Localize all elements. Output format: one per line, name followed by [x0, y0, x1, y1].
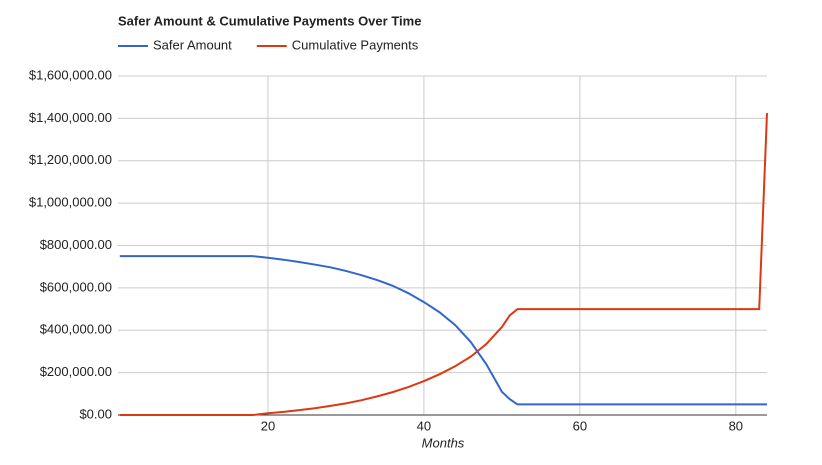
- legend-label: Safer Amount: [153, 37, 232, 52]
- legend-label: Cumulative Payments: [292, 37, 419, 52]
- x-axis-label: Months: [422, 435, 465, 450]
- y-tick-label: $0.00: [79, 406, 112, 421]
- y-tick-label: $200,000.00: [40, 364, 112, 379]
- x-tick-label: 20: [261, 418, 275, 433]
- y-tick-label: $400,000.00: [40, 322, 112, 337]
- x-tick-label: 60: [573, 418, 587, 433]
- y-tick-label: $1,600,000.00: [29, 67, 112, 82]
- y-tick-label: $800,000.00: [40, 237, 112, 252]
- y-tick-label: $1,400,000.00: [29, 110, 112, 125]
- series-line: [119, 255, 767, 406]
- series-line: [119, 113, 768, 416]
- y-tick-label: $1,200,000.00: [29, 152, 112, 167]
- x-tick-label: 40: [417, 418, 431, 433]
- x-tick-label: 80: [729, 418, 743, 433]
- y-tick-label: $1,000,000.00: [29, 195, 112, 210]
- y-tick-label: $600,000.00: [40, 279, 112, 294]
- chart-title: Safer Amount & Cumulative Payments Over …: [118, 13, 421, 28]
